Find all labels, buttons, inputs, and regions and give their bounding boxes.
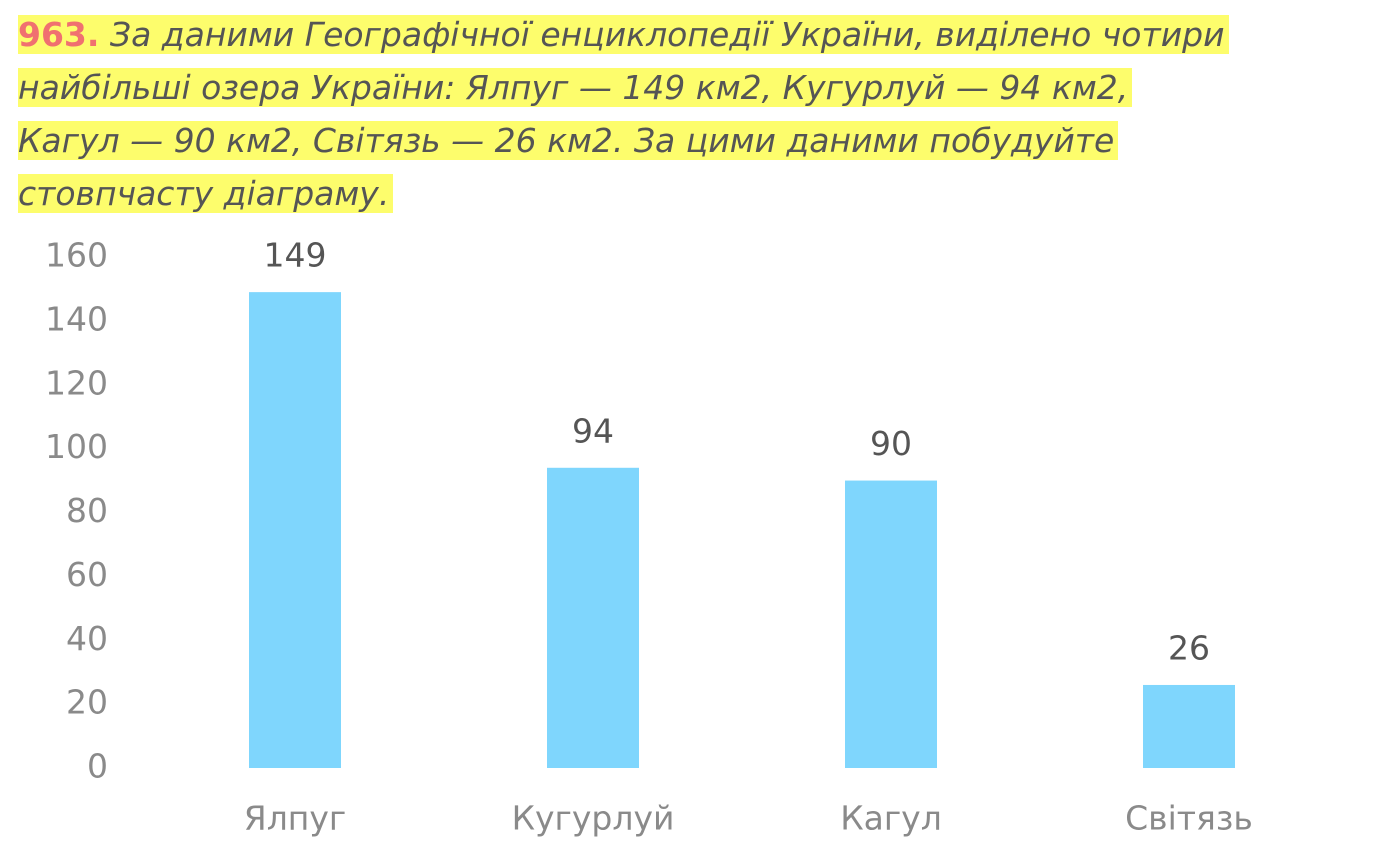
y-tick-label: 0 [87,747,108,786]
x-tick-label: Світязь [1125,799,1253,838]
task-line: Кагул — 90 км2, Світязь — 26 км2. За цим… [18,114,1383,167]
y-tick-label: 20 [66,683,108,722]
value-label: 26 [1168,628,1210,667]
task-line-text: стовпчасту діаграму. [18,174,394,213]
value-label: 149 [264,236,327,275]
value-label: 90 [870,424,912,463]
problem-number: 963. [18,15,100,54]
bar [845,480,937,768]
y-tick-label: 120 [45,363,108,402]
y-tick-label: 80 [66,491,108,530]
task-line: 963. За даними Географічної енциклопедії… [18,8,1383,61]
y-tick-label: 60 [66,555,108,594]
x-tick-label: Кагул [840,799,942,838]
x-tick-label: Ялпуг [244,799,346,838]
task-line: стовпчасту діаграму. [18,167,1383,220]
bar [1143,684,1235,768]
y-tick-label: 140 [45,299,108,338]
task-text: 963. За даними Географічної енциклопедії… [18,8,1383,220]
task-line-text: За даними Географічної енциклопедії Укра… [109,15,1225,54]
x-tick-label: Кугурлуй [512,799,675,838]
task-line-text: Кагул — 90 км2, Світязь — 26 км2. За цим… [18,121,1119,160]
y-tick-label: 160 [45,236,108,275]
highlight: 963. За даними Географічної енциклопедії… [18,15,1229,54]
bar [249,292,341,768]
task-line: найбільші озера України: Ялпуг — 149 км2… [18,61,1383,114]
value-label: 94 [572,411,614,450]
y-tick-label: 40 [66,619,108,658]
y-tick-label: 100 [45,427,108,466]
bar [547,467,639,768]
task-line-text: найбільші озера України: Ялпуг — 149 км2… [18,68,1133,107]
